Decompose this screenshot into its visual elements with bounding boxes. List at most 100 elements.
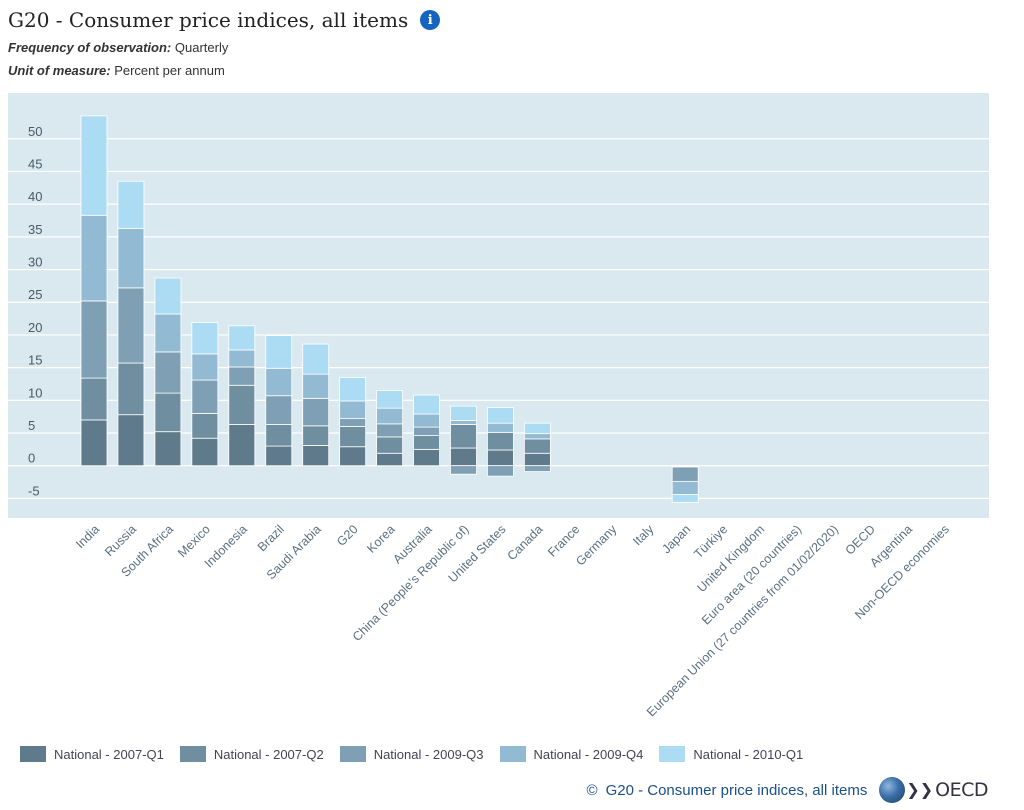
bar-segment bbox=[80, 377, 108, 421]
bar-segment bbox=[117, 362, 145, 416]
x-tick-label: OECD bbox=[843, 522, 878, 557]
bar-segment bbox=[376, 407, 404, 425]
legend-item[interactable]: National - 2007-Q1 bbox=[20, 746, 164, 762]
legend-item[interactable]: National - 2009-Q4 bbox=[499, 746, 644, 762]
bar-segment bbox=[117, 227, 145, 289]
bar-segment bbox=[671, 466, 699, 482]
bar-segment bbox=[80, 300, 108, 379]
y-tick-label: 40 bbox=[28, 189, 42, 204]
bar-segment bbox=[413, 435, 440, 450]
frequency-meta: Frequency of observation: Quarterly bbox=[8, 40, 228, 55]
bar-segment bbox=[154, 351, 182, 394]
bar-segment bbox=[80, 419, 108, 467]
legend-label: National - 2010-Q1 bbox=[693, 746, 804, 762]
x-tick-label: United Kingdom bbox=[694, 522, 767, 595]
unit-meta: Unit of measure: Percent per annum bbox=[8, 63, 225, 78]
legend-swatch bbox=[659, 746, 686, 762]
bar-segment bbox=[487, 431, 514, 451]
y-tick-label: 20 bbox=[28, 320, 42, 335]
legend-item[interactable]: National - 2010-Q1 bbox=[659, 746, 803, 762]
bar-segment bbox=[339, 400, 367, 420]
y-tick-label: 35 bbox=[28, 222, 42, 237]
y-tick-label: 25 bbox=[28, 287, 42, 302]
bar-segment bbox=[228, 384, 256, 425]
x-tick-label: India bbox=[73, 522, 102, 551]
bar-segment bbox=[154, 431, 182, 467]
bar-segment bbox=[154, 313, 182, 353]
bar-segment bbox=[191, 412, 219, 439]
bar-segment bbox=[524, 438, 551, 454]
legend-label: National - 2009-Q3 bbox=[373, 746, 484, 762]
legend-item[interactable]: National - 2009-Q3 bbox=[339, 746, 484, 762]
info-icon[interactable]: i bbox=[420, 10, 441, 30]
bar-segment bbox=[228, 325, 256, 351]
bar-segment bbox=[302, 373, 330, 399]
bar-segment bbox=[302, 397, 330, 427]
bar-segment bbox=[376, 436, 404, 454]
bar-segment bbox=[376, 423, 404, 438]
legend-swatch bbox=[179, 746, 206, 762]
bar-segment bbox=[80, 115, 108, 216]
y-tick-label: 5 bbox=[28, 418, 35, 433]
y-tick-label: 10 bbox=[28, 385, 42, 400]
chart-title-row: G20 - Consumer price indices, all items … bbox=[8, 8, 441, 32]
bar-segment bbox=[450, 465, 477, 475]
bar-segment bbox=[487, 449, 514, 467]
bar-segment bbox=[450, 420, 477, 425]
legend-item[interactable]: National - 2007-Q2 bbox=[179, 746, 324, 762]
bar-segment bbox=[487, 422, 514, 433]
x-tick-label: Italy bbox=[630, 522, 657, 549]
bar-segment bbox=[228, 349, 256, 368]
bar-segment bbox=[487, 465, 514, 477]
x-tick-label: Japan bbox=[659, 522, 693, 556]
x-tick-label: Germany bbox=[573, 522, 620, 569]
bar-segment bbox=[671, 480, 699, 495]
frequency-label: Frequency of observation: bbox=[8, 40, 172, 55]
bar-segment bbox=[265, 367, 293, 397]
bar-segment bbox=[450, 405, 477, 421]
frequency-value: Quarterly bbox=[174, 40, 229, 55]
page-title: G20 - Consumer price indices, all items bbox=[8, 8, 409, 32]
bar-segment bbox=[265, 424, 293, 447]
bar-segment bbox=[302, 445, 330, 467]
bar-segment bbox=[191, 437, 219, 467]
bar-segment bbox=[302, 343, 330, 375]
bar-segment bbox=[339, 446, 367, 467]
chevrons-icon: ❯❯ bbox=[906, 782, 934, 799]
legend-label: National - 2009-Q4 bbox=[533, 746, 644, 762]
x-tick-label: Brazil bbox=[255, 522, 287, 554]
globe-icon bbox=[879, 777, 906, 803]
x-tick-label: Korea bbox=[364, 522, 398, 556]
bar-segment bbox=[302, 425, 330, 446]
oecd-logo-text: OECD bbox=[935, 779, 988, 801]
bar-segment bbox=[413, 413, 440, 428]
y-tick-label: 30 bbox=[28, 255, 42, 270]
bar-segment bbox=[228, 424, 256, 467]
y-tick-label: 15 bbox=[28, 353, 42, 368]
bar-segment bbox=[80, 214, 108, 302]
y-tick-label: 0 bbox=[28, 451, 35, 466]
bar-segment bbox=[671, 494, 699, 503]
bar-segment bbox=[450, 447, 477, 467]
bar-segment bbox=[413, 448, 440, 467]
y-tick-label: -5 bbox=[28, 483, 40, 498]
y-tick-label: 50 bbox=[28, 124, 42, 139]
bar-segment bbox=[524, 465, 551, 472]
x-tick-label: G20 bbox=[334, 522, 361, 549]
bar-segment bbox=[339, 418, 367, 427]
bar-segment bbox=[265, 335, 293, 369]
bar-segment bbox=[117, 180, 145, 229]
bar-segment bbox=[487, 407, 514, 424]
bar-segment bbox=[265, 395, 293, 425]
bar-segment bbox=[376, 390, 404, 409]
bar-segment bbox=[524, 422, 551, 435]
y-tick-label: 45 bbox=[28, 156, 42, 171]
bar-segment bbox=[450, 424, 477, 449]
source-link[interactable]: G20 - Consumer price indices, all items bbox=[605, 781, 868, 799]
legend-label: National - 2007-Q2 bbox=[213, 746, 324, 762]
footer-source: © G20 - Consumer price indices, all item… bbox=[587, 777, 988, 803]
unit-value: Percent per annum bbox=[114, 63, 225, 78]
unit-label: Unit of measure: bbox=[8, 63, 111, 78]
legend-swatch bbox=[499, 746, 526, 762]
